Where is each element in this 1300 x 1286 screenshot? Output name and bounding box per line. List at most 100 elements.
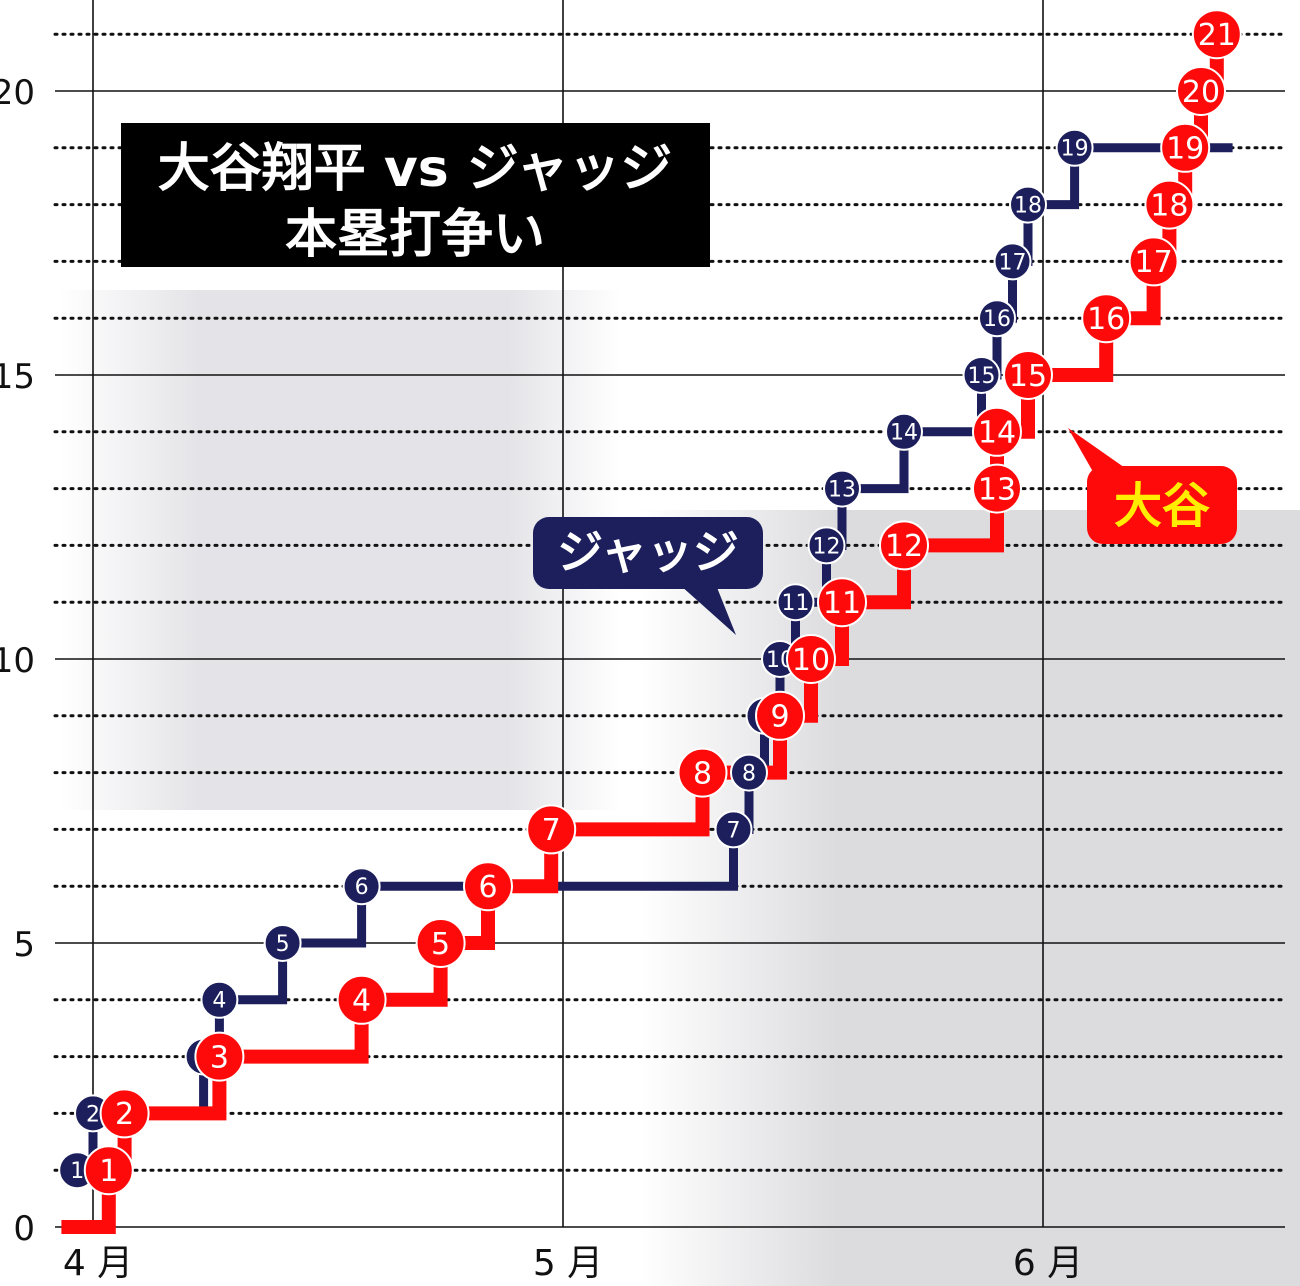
data-point-marker [730, 753, 768, 792]
data-point-label: 15 [1009, 359, 1047, 394]
ohtani-callout-text: 大谷 [1114, 478, 1210, 534]
x-tick-label: 4 月 [63, 1243, 133, 1284]
data-point-label: 19 [1166, 132, 1204, 167]
data-point-label: 15 [968, 364, 996, 389]
data-point-label: 4 [212, 989, 226, 1014]
data-point: 11 [776, 583, 815, 622]
data-point-label: 7 [727, 818, 741, 843]
x-tick-label: 5 月 [533, 1243, 603, 1284]
data-point-marker [972, 406, 1022, 457]
data-point-label: 18 [1150, 188, 1188, 223]
data-point-label: 8 [693, 756, 712, 791]
data-point-marker [415, 918, 466, 968]
data-point: 14 [885, 412, 923, 451]
y-tick-label: 20 [0, 73, 35, 113]
data-point-marker [83, 1145, 134, 1196]
data-point-label: 10 [792, 643, 830, 678]
data-point-label: 14 [978, 416, 1016, 451]
data-point: 12 [879, 520, 929, 571]
data-point-marker [776, 583, 815, 622]
data-point-marker [677, 747, 728, 798]
data-point: 8 [730, 753, 768, 792]
ohtani-callout-box [1087, 466, 1237, 544]
data-point-label: 18 [1014, 194, 1042, 219]
data-point: 15 [1003, 350, 1053, 400]
data-point-marker [263, 924, 302, 962]
data-point: 9 [755, 690, 805, 741]
data-point-marker [993, 242, 1032, 281]
data-point-label: 1 [70, 1159, 84, 1184]
data-point-label: 21 [1198, 18, 1236, 53]
data-point: 19 [1160, 122, 1211, 173]
data-point-marker [823, 469, 861, 508]
background-photo-left [60, 290, 620, 810]
data-point: 13 [823, 469, 861, 508]
data-point-marker [755, 690, 805, 741]
data-point: 14 [972, 406, 1022, 457]
data-point-marker [817, 577, 867, 628]
judge-callout-tail [680, 585, 736, 635]
data-point-marker [885, 412, 923, 451]
data-point: 4 [200, 980, 239, 1019]
data-point-marker [1009, 185, 1047, 224]
data-point: 4 [336, 974, 387, 1025]
y-tick-label: 10 [0, 641, 35, 681]
data-point-label: 8 [742, 762, 756, 787]
data-point-marker [962, 356, 1001, 394]
data-point-marker [1191, 9, 1242, 60]
judge-callout-text: ジャッジ [557, 525, 739, 579]
data-point: 5 [415, 918, 466, 968]
data-point: 7 [714, 810, 753, 849]
data-point: 20 [1176, 66, 1226, 116]
data-point-label: 2 [115, 1097, 134, 1132]
data-point: 17 [1128, 236, 1179, 287]
data-point-marker [879, 520, 929, 571]
y-tick-label: 5 [13, 925, 35, 965]
title-line-1: 大谷翔平 vs ジャッジ [158, 139, 672, 199]
data-point-label: 13 [828, 478, 856, 503]
data-point-label: 12 [885, 529, 923, 564]
data-point-label: 16 [983, 307, 1011, 332]
data-point-marker [1128, 236, 1179, 287]
data-point-marker [978, 299, 1016, 338]
data-point: 3 [194, 1031, 245, 1082]
background-photo-right [640, 510, 1300, 1286]
data-point-marker [972, 463, 1022, 514]
judge-callout: ジャッジ [533, 517, 763, 635]
data-point: 18 [1144, 179, 1195, 230]
data-point: 2 [99, 1088, 150, 1139]
data-point-label: 1 [99, 1154, 118, 1189]
data-point-label: 5 [276, 932, 290, 957]
data-point-marker [463, 861, 513, 912]
y-tick-label: 0 [13, 1209, 35, 1249]
data-point-marker [99, 1088, 150, 1139]
data-point-marker [1003, 350, 1053, 400]
data-point-label: 13 [978, 472, 1016, 507]
data-point-label: 20 [1182, 75, 1220, 110]
data-point-marker [786, 634, 836, 684]
data-point-label: 3 [210, 1040, 229, 1075]
data-point: 1 [83, 1145, 134, 1196]
data-point-label: 17 [1135, 245, 1173, 280]
data-point: 6 [463, 861, 513, 912]
data-point: 6 [342, 867, 381, 906]
data-point-label: 9 [770, 700, 789, 735]
data-point-marker [714, 810, 753, 849]
data-point-marker [1176, 66, 1226, 116]
data-point-label: 12 [813, 534, 841, 559]
data-point-label: 4 [352, 984, 371, 1019]
data-point-label: 7 [542, 813, 561, 848]
data-point: 5 [263, 924, 302, 962]
data-point: 10 [786, 634, 836, 684]
data-point: 18 [1009, 185, 1047, 224]
data-point-label: 6 [355, 875, 369, 900]
data-point-label: 14 [890, 421, 918, 446]
data-point-marker [200, 980, 239, 1019]
data-point-marker [807, 526, 846, 565]
data-point-marker [1160, 122, 1211, 173]
data-point-marker [1055, 128, 1094, 167]
data-point-label: 2 [86, 1102, 100, 1127]
series-layer: 1234567891011121314151617181912345678910… [58, 9, 1242, 1234]
